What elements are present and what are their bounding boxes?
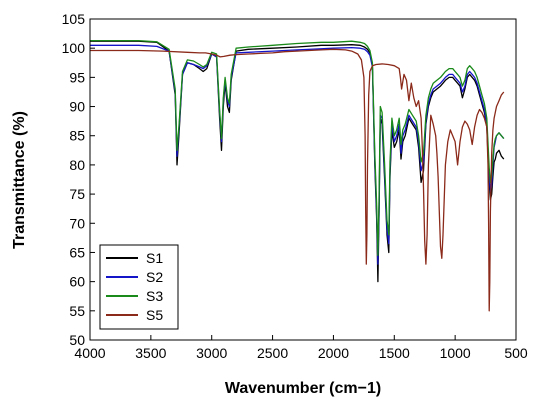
series-line-s5	[90, 48, 505, 312]
series-line-s3	[90, 39, 505, 257]
legend-label-s1: S1	[146, 250, 163, 266]
y-tick-label: 70	[69, 215, 85, 231]
x-tick-label: 3500	[135, 345, 166, 361]
x-tick-label: 3000	[196, 345, 227, 361]
legend-label-s3: S3	[146, 288, 163, 304]
y-tick-label: 85	[69, 128, 85, 144]
x-tick-label: 1000	[440, 345, 471, 361]
legend-label-s5: S5	[146, 307, 163, 323]
y-tick-label: 100	[62, 40, 86, 56]
x-tick-label: 2000	[318, 345, 349, 361]
plot-frame	[89, 18, 517, 341]
y-tick-label: 50	[69, 332, 85, 348]
y-tick-label: 55	[69, 303, 85, 319]
x-tick-label: 2500	[257, 345, 288, 361]
y-tick-label: 90	[69, 99, 85, 115]
x-tick-label: 500	[504, 345, 528, 361]
x-tick-label: 4000	[74, 345, 105, 361]
y-tick-label: 65	[69, 244, 85, 260]
axis-layer: 4000 3500 3000 2500 2000 1500 1000 500 50 55 60 65 7…	[62, 11, 528, 361]
y-tick-label: 80	[69, 157, 85, 173]
y-tick-label: 105	[62, 11, 86, 27]
y-tick-label: 60	[69, 274, 85, 290]
legend-label-s2: S2	[146, 269, 163, 285]
series-layer	[90, 39, 505, 312]
y-tick-label: 95	[69, 69, 85, 85]
legend: S1 S2 S3 S5	[99, 244, 179, 330]
y-tick-label: 75	[69, 186, 85, 202]
x-tick-label: 1500	[379, 345, 410, 361]
x-axis-title: Wavenumber (cm−1)	[225, 380, 381, 397]
y-axis-title: Transmittance (%)	[11, 111, 28, 249]
